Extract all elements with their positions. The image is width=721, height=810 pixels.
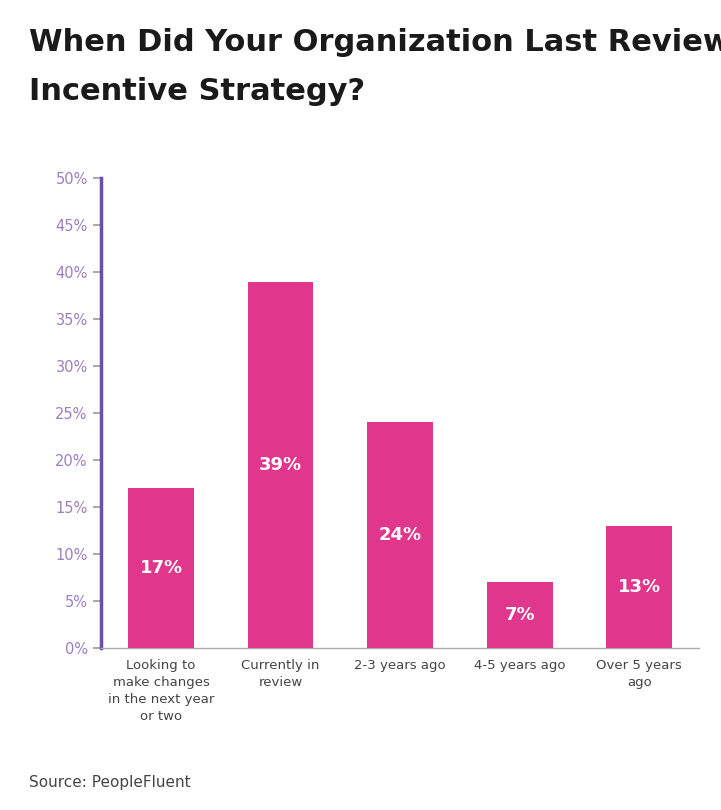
Text: Source: PeopleFluent: Source: PeopleFluent: [29, 774, 190, 790]
Text: When Did Your Organization Last Review/Update Its: When Did Your Organization Last Review/U…: [29, 28, 721, 58]
Text: 17%: 17%: [139, 559, 182, 578]
Bar: [487, 582, 552, 648]
Text: 39%: 39%: [259, 456, 302, 474]
Bar: [248, 282, 314, 648]
Text: 24%: 24%: [379, 526, 422, 544]
Bar: [128, 488, 194, 648]
Text: 7%: 7%: [505, 606, 535, 625]
Bar: [606, 526, 672, 648]
Text: 13%: 13%: [618, 578, 661, 596]
Bar: [367, 423, 433, 648]
Text: Incentive Strategy?: Incentive Strategy?: [29, 77, 365, 106]
